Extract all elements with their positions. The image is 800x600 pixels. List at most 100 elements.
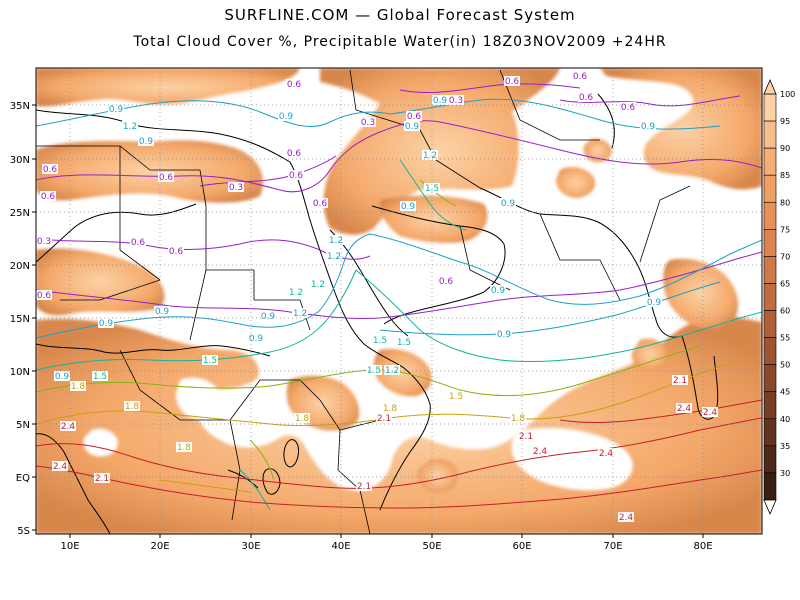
contour-label-bg [500, 198, 516, 208]
contour-label-bg [510, 413, 526, 423]
contour-label: 0.6 [131, 238, 146, 248]
contour-label-bg [396, 337, 412, 347]
contour-label-bg [422, 150, 438, 160]
lat-tick-label: 35N [10, 101, 30, 112]
contour-label: 0.9 [261, 312, 276, 322]
lat-tick-label: 5N [16, 420, 30, 431]
contour-label-bg [286, 148, 302, 158]
colorbar-cell [763, 364, 777, 393]
contour-label: 0.6 [621, 103, 636, 113]
contour-label-bg [42, 164, 58, 174]
contour-label: 0.9 [433, 96, 448, 106]
contour-label: 2.4 [619, 513, 634, 523]
contour-label-bg [52, 461, 68, 471]
colorbar-cell [763, 256, 777, 284]
contour-label: 0.3 [229, 183, 243, 193]
contour-label-bg [294, 413, 310, 423]
contour-label-bg [518, 431, 534, 441]
lon-tick-label: 30E [241, 541, 260, 552]
border [459, 225, 511, 291]
contour-label: 0.9 [249, 334, 264, 344]
contour-label: 2.4 [703, 408, 718, 418]
contour-label: 1.5 [367, 366, 381, 376]
coastlines [36, 93, 719, 534]
contour-label-bg [572, 71, 588, 81]
contour-label-bg [124, 401, 140, 411]
colorbar-tick-label: 35 [780, 442, 790, 451]
contour-label: 0.6 [313, 199, 328, 209]
contour-label: 0.6 [579, 93, 594, 103]
contour-label-bg [504, 76, 520, 86]
contour-label: 2.4 [53, 462, 68, 472]
coastline [289, 161, 431, 511]
colorbar-cell [763, 445, 777, 474]
border [639, 185, 691, 263]
cloud-area [556, 167, 596, 198]
lon-tick-label: 60E [512, 541, 531, 552]
colorbar-top-arrow [763, 78, 777, 95]
colorbar-tick-label: 70 [780, 252, 790, 261]
colorbar-tick-label: 90 [780, 144, 790, 153]
lon-tick-label: 20E [150, 541, 169, 552]
colorbar-tick-label: 50 [780, 361, 790, 370]
clear-sky-patches [83, 377, 633, 491]
cloud-area [417, 458, 458, 493]
plot-frame [35, 67, 763, 535]
lat-tick-label: 25N [10, 208, 30, 219]
contour-label-bg [70, 381, 86, 391]
contour-label-bg [672, 375, 688, 385]
contour-label: 1.5 [449, 392, 463, 402]
contour-label-bg [598, 448, 614, 458]
latitude-labels: 35N 30N 25N 20N 15N 10N 5N EQ 5S [10, 101, 30, 537]
contour-label: 1.5 [203, 356, 217, 366]
contour-label-bg [646, 297, 662, 307]
clear-patch [511, 427, 633, 491]
contour-label-bg [54, 371, 70, 381]
contour-label-bg [278, 111, 294, 121]
contour-label: 1.2 [423, 151, 437, 161]
contour-label: 0.6 [159, 173, 174, 183]
political-borders [36, 69, 691, 534]
cloud-area [320, 68, 560, 235]
contour-label: 1.2 [123, 122, 137, 132]
colorbar-cell [763, 472, 777, 501]
contour-label: 1.2 [293, 309, 307, 319]
map-subtitle: Total Cloud Cover %, Precipitable Water(… [133, 34, 667, 50]
contour-label: 2.1 [357, 482, 371, 492]
contour-label: 0.6 [573, 72, 588, 82]
contour-label-bg [372, 335, 388, 345]
contour-label: 0.3 [37, 237, 51, 247]
coastline [681, 335, 719, 420]
border [435, 159, 481, 189]
contour-label: 0.6 [169, 247, 184, 257]
contour-label-bg [496, 329, 512, 339]
contour-label-bg [328, 235, 344, 245]
contour-label: 2.4 [677, 404, 692, 414]
contour-labels: 0.60.30.60.60.30.60.60.60.60.60.60.60.60… [36, 71, 718, 523]
lake [283, 439, 299, 468]
contour-label: 2.4 [599, 449, 614, 459]
contour-label: 1.2 [327, 252, 341, 262]
contour-label-bg [260, 311, 276, 321]
contour-label: 2.4 [61, 422, 76, 432]
pw-contour-0-6 [36, 120, 441, 193]
colorbar-cell [763, 229, 777, 257]
contour-label-bg [620, 102, 636, 112]
contour-label-bg [376, 413, 392, 423]
contour-label-bg [168, 246, 184, 256]
contour-label-bg [578, 92, 594, 102]
pw-contour-0-3 [559, 95, 741, 107]
cloud-area [36, 140, 264, 203]
pw-contour-2-4 [36, 465, 762, 509]
contour-label-bg [432, 95, 448, 105]
lat-tick-label: 30N [10, 155, 30, 166]
contour-label-bg [532, 446, 548, 456]
contour-label: 2.1 [519, 432, 533, 442]
contour-label-bg [228, 182, 244, 192]
contour-label: 0.9 [641, 122, 656, 132]
coastline [479, 187, 683, 338]
contour-label-bg [122, 121, 138, 131]
colorbar-cell [763, 120, 777, 149]
contour-label: 2.1 [95, 474, 109, 484]
pw-contour-0-9 [369, 233, 762, 305]
